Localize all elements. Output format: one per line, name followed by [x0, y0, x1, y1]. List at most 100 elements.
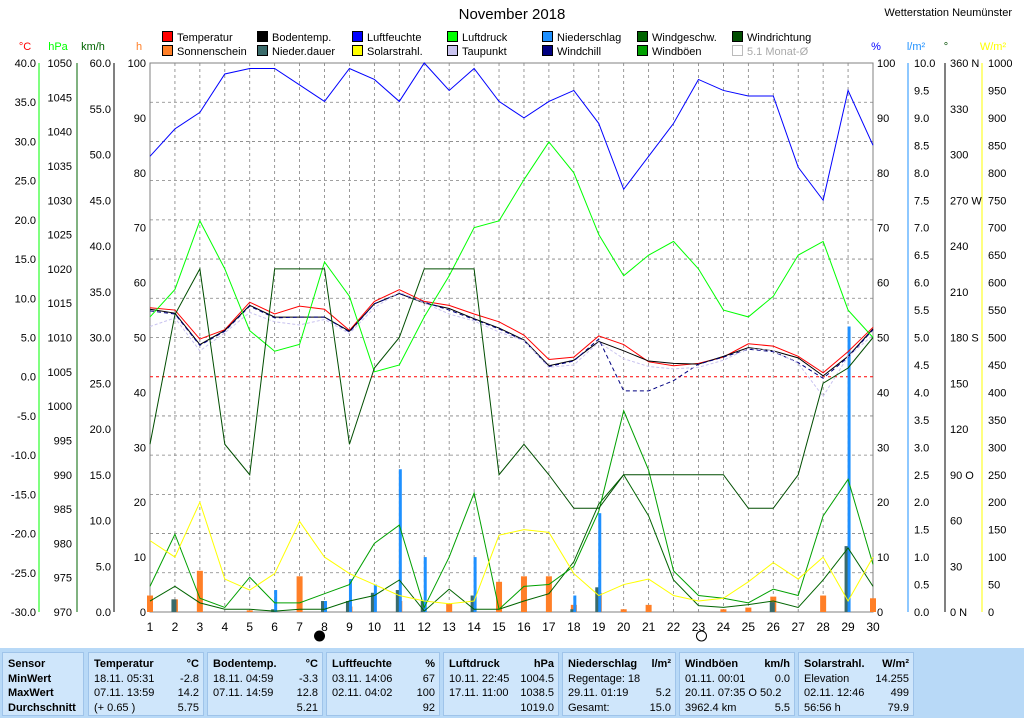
- bar-niederdauer: [769, 602, 775, 612]
- tick-label-temp: -10.0: [11, 450, 36, 462]
- weather-chart: 40.035.030.025.020.015.010.05.00.0-5.0-1…: [11, 41, 1012, 642]
- legend-label: Luftdruck: [462, 32, 508, 44]
- tick-label-sun: 40: [134, 387, 146, 399]
- stats-cell: 56:56 h: [804, 701, 841, 714]
- tick-label-press: 1005: [48, 367, 72, 379]
- bar-niederschlag: [598, 513, 602, 612]
- stats-cell: Regentage: 18: [568, 672, 641, 685]
- tick-label-dir: 60: [950, 516, 962, 528]
- tick-label-wind: 40.0: [90, 241, 111, 253]
- stats-cell: 5.75: [177, 701, 199, 714]
- legend-swatch: [732, 31, 743, 42]
- x-tick-label: 30: [866, 620, 880, 634]
- tick-label-hum: 50: [877, 333, 889, 345]
- stats-cell: Durchschnitt: [8, 701, 76, 714]
- x-tick-label: 19: [592, 620, 606, 634]
- legend-item: Windböen: [637, 45, 702, 59]
- x-tick-label: 2: [172, 620, 179, 634]
- tick-label-hum: 90: [877, 113, 889, 125]
- legend-label: Sonnenschein: [177, 46, 247, 58]
- x-tick-label: 17: [542, 620, 556, 634]
- bar-sonnenschein: [147, 595, 153, 612]
- bar-niederschlag: [573, 595, 577, 612]
- stats-cell: 29.11. 01:19: [568, 687, 629, 699]
- legend-item: Windrichtung: [732, 31, 811, 45]
- tick-label-solar: 0: [988, 607, 994, 619]
- line-bodentemp: [149, 293, 874, 377]
- legend-swatch: [447, 31, 458, 42]
- legend-item: Sonnenschein: [162, 45, 247, 59]
- stats-cell: Temperatur: [94, 658, 154, 670]
- bar-niederschlag: [373, 584, 377, 612]
- x-tick-label: 9: [346, 620, 353, 634]
- x-tick-label: 18: [567, 620, 581, 634]
- legend-item[interactable]: 5.1 Monat-Ø: [732, 45, 808, 59]
- line-taupunkt: [149, 291, 874, 398]
- full-moon-icon: [695, 630, 707, 642]
- stats-cell: (+ 0.65 ): [94, 701, 136, 714]
- tick-label-temp: -5.0: [17, 411, 36, 423]
- line-windrichtung: [149, 267, 874, 509]
- x-tick-label: 16: [517, 620, 531, 634]
- bar-niederdauer: [321, 601, 327, 612]
- stats-cell: 1019.0: [520, 701, 554, 714]
- legend-label: Taupunkt: [462, 46, 507, 58]
- stats-cell: Niederschlag: [568, 658, 638, 670]
- line-luftdruck: [149, 141, 874, 373]
- legend-label: Solarstrahl.: [367, 46, 423, 58]
- bar-niederschlag: [473, 557, 477, 612]
- line-windgeschw: [149, 473, 874, 612]
- legend-item: Bodentemp.: [257, 31, 331, 45]
- stats-cell: 5.21: [296, 701, 318, 714]
- tick-label-temp: -30.0: [11, 607, 36, 619]
- x-tick-label: 8: [321, 620, 328, 634]
- axis-unit-wind: km/h: [81, 41, 105, 53]
- tick-label-solar: 250: [988, 470, 1006, 482]
- bar-niederdauer: [844, 546, 850, 612]
- stats-cell: Windböen: [685, 658, 739, 670]
- stats-cell: Elevation: [804, 672, 850, 685]
- tick-label-press: 990: [54, 470, 72, 482]
- tick-label-dir: 150: [950, 378, 968, 390]
- tick-label-dir: 240: [950, 241, 968, 253]
- tick-label-solar: 500: [988, 333, 1006, 345]
- tick-label-wind: 15.0: [90, 470, 111, 482]
- stats-cell: hPa: [533, 658, 554, 670]
- stats-cell: Sensor: [8, 658, 46, 670]
- stats-cell: 10.11. 22:45: [449, 672, 510, 685]
- new-moon-icon: [314, 630, 326, 642]
- tick-label-temp: -15.0: [11, 489, 36, 501]
- legend-label: Niederschlag: [557, 32, 622, 44]
- tick-label-solar: 100: [988, 552, 1006, 564]
- x-tick-label: 7: [296, 620, 303, 634]
- tick-label-solar: 950: [988, 85, 1006, 97]
- x-tick-label: 12: [418, 620, 432, 634]
- line-temperatur: [149, 289, 874, 374]
- stats-column: Solarstrahl. W/m² Elevation 14.255 02.11. 12…: [798, 652, 914, 716]
- bar-niederschlag: [324, 601, 328, 612]
- stats-cell: Bodentemp.: [213, 658, 277, 670]
- stats-cell: 14.255: [875, 672, 909, 685]
- tick-label-dir: 210: [950, 287, 968, 299]
- tick-label-wind: 10.0: [90, 516, 111, 528]
- tick-label-temp: -25.0: [11, 568, 36, 580]
- tick-label-hum: 30: [877, 442, 889, 454]
- bar-niederdauer: [345, 601, 351, 612]
- legend-item: Taupunkt: [447, 45, 507, 59]
- tick-label-sun: 100: [128, 58, 146, 70]
- legend-label: Windchill: [557, 46, 602, 58]
- stats-cell: km/h: [764, 658, 790, 670]
- tick-label-wind: 55.0: [90, 104, 111, 116]
- stats-cell: °C: [305, 658, 318, 670]
- x-tick-label: 6: [271, 620, 278, 634]
- tick-label-rain: 5.0: [914, 333, 929, 345]
- tick-label-rain: 8.0: [914, 168, 929, 180]
- tick-label-solar: 750: [988, 195, 1006, 207]
- legend-item: Luftfeuchte: [352, 31, 421, 45]
- legend-item: Windgeschw.: [637, 31, 717, 45]
- x-tick-label: 28: [816, 620, 830, 634]
- x-tick-label: 22: [667, 620, 681, 634]
- legend-label: Windböen: [652, 46, 702, 58]
- legend-label: Bodentemp.: [272, 32, 332, 44]
- bar-niederdauer: [570, 609, 576, 612]
